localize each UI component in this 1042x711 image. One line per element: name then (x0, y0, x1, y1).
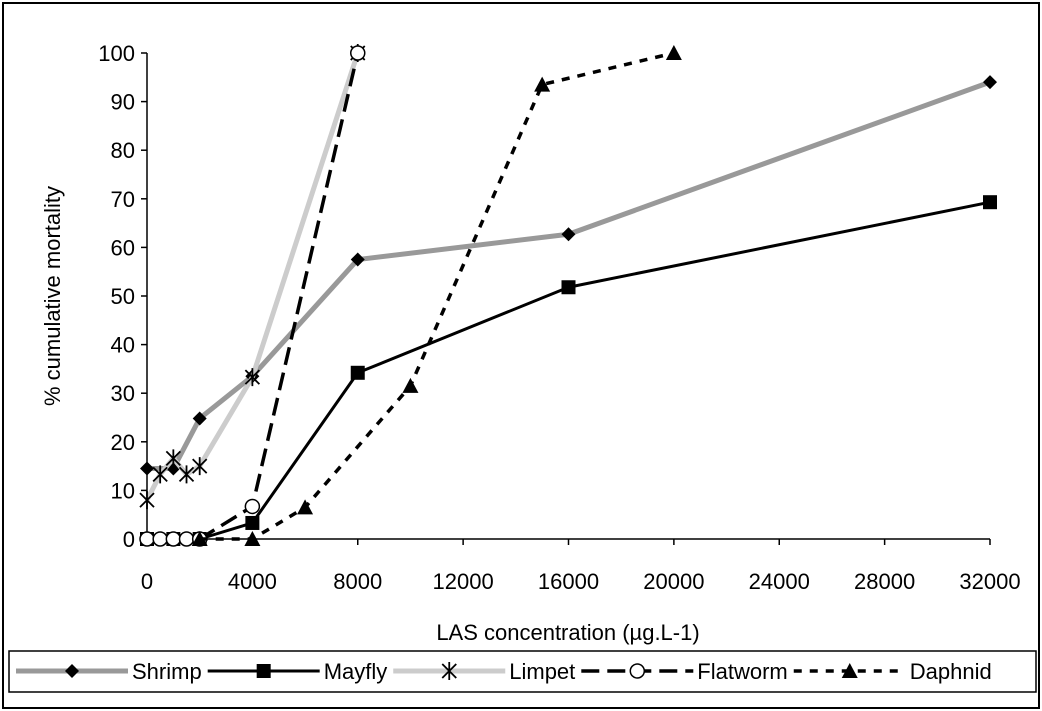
y-axis-label: % cumulative mortality (40, 186, 65, 406)
x-tick-label: 0 (141, 569, 153, 594)
y-tick-label: 30 (111, 381, 135, 406)
y-tick-label: 60 (111, 235, 135, 260)
legend-marker-mayfly (257, 664, 271, 678)
legend-label-flatworm: Flatworm (697, 659, 787, 684)
y-tick-label: 20 (111, 430, 135, 455)
y-tick-label: 80 (111, 138, 135, 163)
y-tick-label: 70 (111, 187, 135, 212)
data-point-mayfly (351, 366, 365, 380)
data-point-mayfly (562, 280, 576, 294)
y-tick-label: 90 (111, 90, 135, 115)
x-tick-label: 4000 (228, 569, 277, 594)
y-tick-label: 10 (111, 478, 135, 503)
data-point-mayfly (983, 195, 997, 209)
x-tick-label: 28000 (854, 569, 915, 594)
legend-label-mayfly: Mayfly (324, 659, 388, 684)
data-point-flatworm (140, 532, 154, 546)
legend-label-shrimp: Shrimp (132, 659, 202, 684)
x-tick-label: 32000 (959, 569, 1020, 594)
data-point-flatworm (351, 46, 365, 60)
legend: Shrimp Mayfly Limpet Flatworm Daphnid (9, 651, 1036, 692)
chart-border (3, 3, 1039, 708)
x-axis-label: LAS concentration (µg.L-1) (436, 620, 699, 645)
data-point-flatworm (180, 532, 194, 546)
x-tick-label: 8000 (333, 569, 382, 594)
legend-label-limpet: Limpet (509, 659, 575, 684)
x-tick-label: 24000 (749, 569, 810, 594)
x-tick-label: 16000 (538, 569, 599, 594)
legend-label-daphnid: Daphnid (910, 659, 992, 684)
data-point-mayfly (245, 516, 259, 530)
y-tick-label: 100 (98, 41, 135, 66)
y-tick-label: 0 (123, 527, 135, 552)
y-tick-label: 50 (111, 284, 135, 309)
x-tick-label: 20000 (643, 569, 704, 594)
x-tick-label: 12000 (433, 569, 494, 594)
legend-marker-flatworm (630, 664, 644, 678)
data-point-flatworm (245, 499, 259, 513)
data-point-flatworm (153, 532, 167, 546)
data-point-flatworm (166, 532, 180, 546)
y-tick-label: 40 (111, 333, 135, 358)
